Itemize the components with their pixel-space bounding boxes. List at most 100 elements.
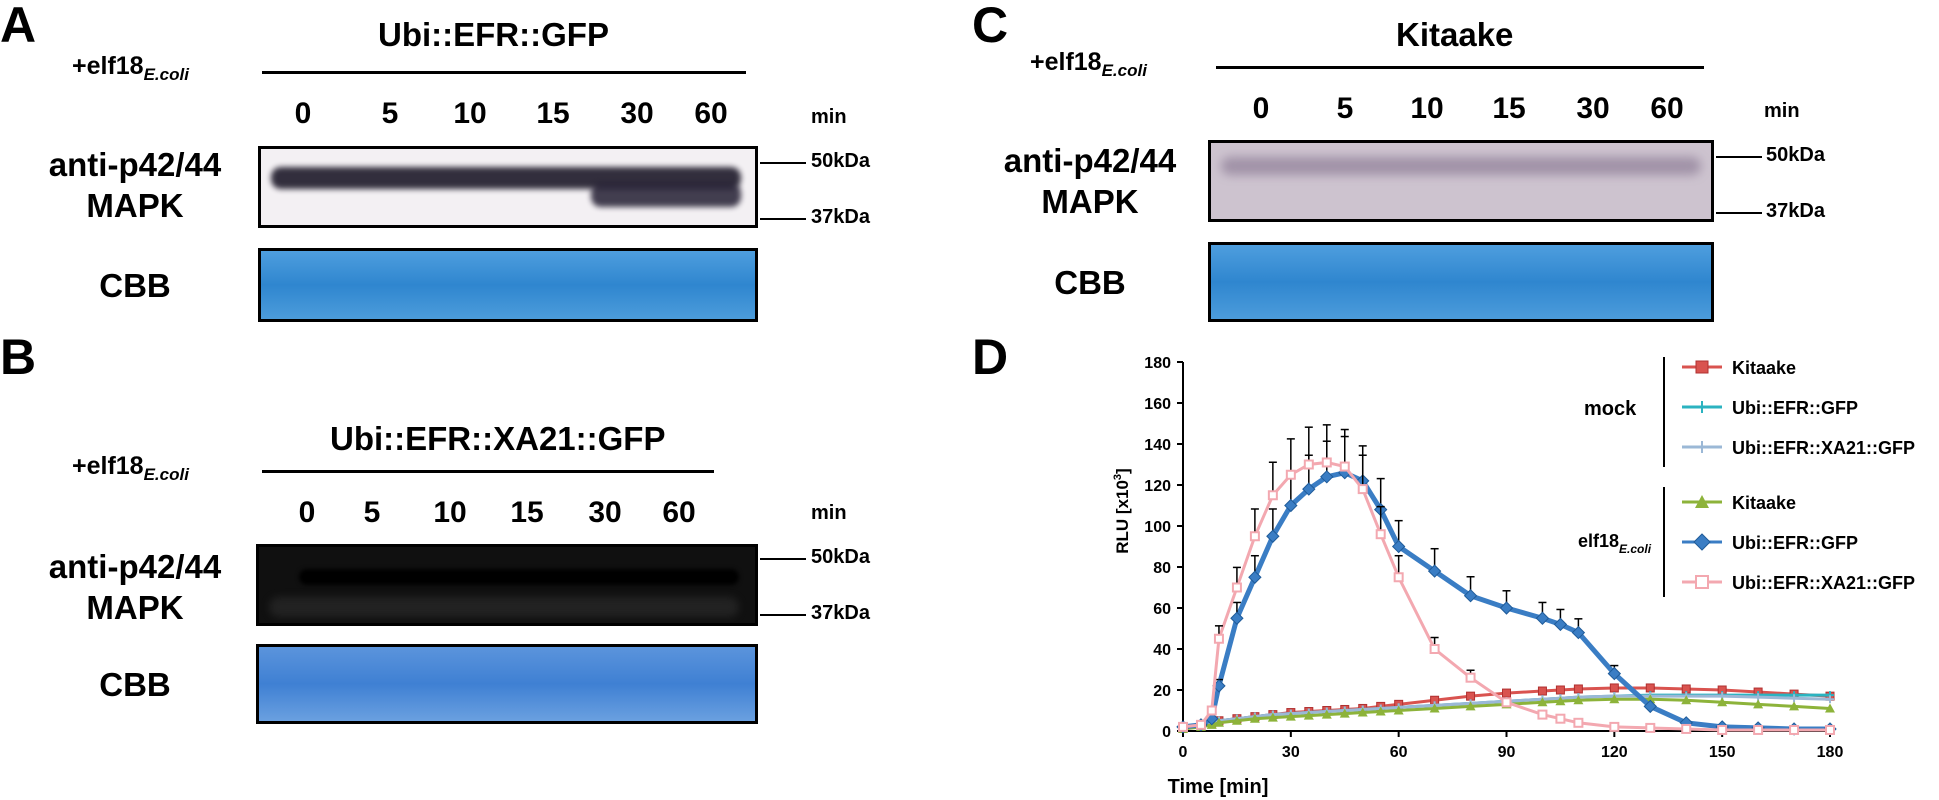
panel-b-unit: min	[811, 502, 847, 524]
treatment-sub: E.coli	[1101, 61, 1147, 80]
antibody-line1: anti-p42/44	[48, 146, 222, 183]
data-point	[1466, 691, 1476, 701]
panel-a-cbb-gel	[258, 248, 758, 322]
panel-a-mw-top: 50kDa	[811, 150, 870, 172]
timepoint-label: 0	[1252, 92, 1270, 125]
panel-c-timepoints: 0 5 10 15 30 60	[1226, 92, 1706, 132]
data-point	[1178, 721, 1188, 732]
data-point	[1607, 666, 1622, 681]
data-point	[1696, 441, 1708, 453]
data-point	[1429, 644, 1440, 654]
panel-c-cbb-label: CBB	[1054, 264, 1126, 301]
data-point	[1789, 701, 1800, 711]
mw-marker-50	[760, 162, 806, 164]
y-tick-label: 60	[1153, 601, 1171, 618]
timepoint-label: 0	[294, 97, 312, 130]
treatment-main: +elf18	[72, 452, 144, 480]
data-point	[1195, 719, 1206, 730]
panel-b-mw-top: 50kDa	[811, 546, 870, 568]
data-point	[1609, 721, 1620, 732]
y-tick-label: 40	[1153, 642, 1171, 659]
data-point	[1393, 705, 1404, 715]
data-point	[1284, 498, 1298, 513]
panel-c-unit: min	[1764, 100, 1800, 122]
timepoint-label: 10	[453, 97, 487, 130]
data-point	[1571, 625, 1586, 640]
data-point	[1427, 564, 1442, 578]
legend-entry-label: Ubi::EFR::XA21::GFP	[1732, 573, 1915, 593]
panel-b-treatment: +elf18E.coli	[72, 452, 189, 485]
y-axis-title-end: ]	[1113, 468, 1132, 474]
mw-marker-50	[1716, 156, 1762, 158]
panel-c-antibody-label: anti-p42/44 MAPK	[985, 140, 1195, 223]
data-point	[1645, 683, 1655, 693]
data-point	[1825, 724, 1835, 735]
data-point	[1339, 461, 1350, 472]
data-point	[1693, 533, 1711, 551]
data-point	[1499, 601, 1514, 615]
treatment-sub: E.coli	[143, 465, 189, 484]
timepoint-label: 5	[381, 97, 399, 130]
data-point	[1285, 469, 1296, 480]
y-axis-title-main: RLU [x10	[1113, 480, 1132, 554]
legend-group-elf-sub: E.coli	[1619, 542, 1652, 556]
antibody-line2: MAPK	[86, 187, 184, 225]
timepoint-label: 0	[298, 496, 316, 529]
panel-a-mw-bottom: 37kDa	[811, 206, 870, 228]
legend-entry-label: Ubi::EFR::GFP	[1732, 398, 1858, 418]
data-point	[1537, 686, 1547, 696]
panel-b-title: Ubi::EFR::XA21::GFP	[330, 420, 666, 457]
data-point	[1609, 683, 1619, 693]
data-point	[1465, 672, 1476, 683]
data-point	[1248, 570, 1262, 584]
data-point	[1555, 696, 1566, 706]
antibody-line2: MAPK	[86, 589, 184, 627]
panel-b-western-blot	[256, 544, 758, 626]
panel-c-mw-top: 50kDa	[1766, 144, 1825, 166]
panel-label-d: D	[972, 329, 1009, 385]
data-point	[1609, 694, 1620, 704]
y-tick-label: 100	[1144, 519, 1171, 536]
data-point	[1553, 617, 1568, 632]
data-point	[1717, 697, 1728, 707]
panel-b-mw-bottom: 37kDa	[811, 602, 870, 624]
data-point	[1790, 694, 1799, 703]
timepoint-label: 5	[363, 496, 381, 529]
data-point	[1789, 724, 1800, 735]
y-tick-label: 0	[1162, 724, 1171, 741]
data-point	[1321, 709, 1332, 719]
y-tick-label: 20	[1153, 683, 1171, 700]
timepoint-label: 30	[620, 97, 654, 130]
legend-group-mock: mock	[1584, 398, 1637, 420]
data-point	[1573, 695, 1584, 705]
data-point	[1357, 707, 1368, 717]
data-point	[1753, 724, 1764, 735]
panel-b-cbb-label: CBB	[99, 666, 171, 703]
data-point	[1643, 699, 1657, 714]
chart-legend: KitaakeUbi::EFR::GFPUbi::EFR::XA21::GFPK…	[1682, 358, 1915, 593]
x-tick-label: 180	[1817, 744, 1844, 761]
data-point	[1375, 529, 1386, 540]
data-point	[1249, 531, 1260, 542]
data-point	[1393, 572, 1404, 583]
data-point	[1695, 575, 1709, 589]
data-point	[1573, 717, 1584, 728]
panel-a-title-underline	[262, 71, 746, 74]
data-point	[1213, 633, 1224, 644]
data-point	[1339, 708, 1350, 718]
data-point	[1753, 699, 1764, 709]
data-point	[1231, 715, 1242, 725]
data-point	[1213, 717, 1224, 727]
panel-c-title: Kitaake	[1396, 16, 1514, 53]
treatment-main: +elf18	[1030, 48, 1102, 76]
treatment-sub: E.coli	[143, 65, 189, 84]
y-tick-label: 180	[1144, 355, 1171, 372]
panel-b-antibody-label: anti-p42/44 MAPK	[30, 546, 240, 629]
data-point	[1249, 713, 1260, 723]
panel-b-title-underline	[262, 470, 714, 473]
data-point	[1429, 703, 1440, 713]
data-point	[1463, 588, 1478, 603]
panel-c-cbb-gel	[1208, 242, 1714, 322]
data-point	[1391, 539, 1406, 554]
